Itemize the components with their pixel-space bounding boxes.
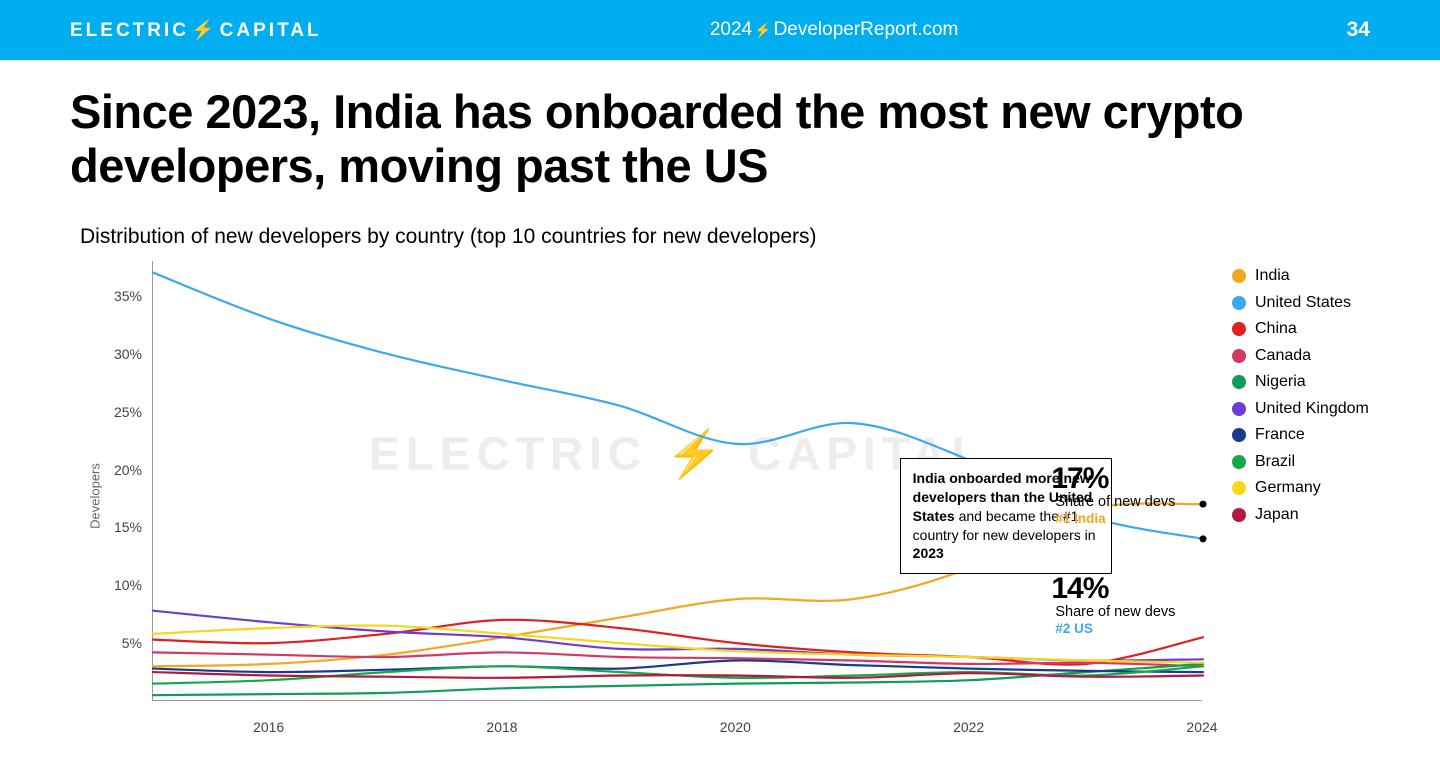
annotation-share-label: Share of new devs	[1055, 494, 1175, 511]
callout-year: 2023	[913, 545, 944, 561]
legend-item: Brazil	[1232, 453, 1369, 471]
x-tick: 2020	[720, 719, 751, 735]
legend-item: Germany	[1232, 479, 1369, 497]
legend: India United States China Canada Nigeria Unit…	[1232, 267, 1369, 532]
x-tick: 2016	[253, 719, 284, 735]
y-tick: 20%	[102, 462, 142, 478]
legend-item: United States	[1232, 294, 1369, 312]
y-tick: 5%	[102, 635, 142, 651]
legend-dot	[1232, 296, 1246, 310]
legend-label: Nigeria	[1255, 373, 1306, 391]
logo-text-right: CAPITAL	[220, 20, 322, 41]
legend-label: Brazil	[1255, 453, 1295, 471]
bolt-icon: ⚡	[754, 22, 771, 38]
y-tick: 25%	[102, 404, 142, 420]
legend-item: United Kingdom	[1232, 400, 1369, 418]
y-tick: 30%	[102, 346, 142, 362]
legend-item: China	[1232, 320, 1369, 338]
page-number: 34	[1347, 18, 1370, 42]
x-tick: 2024	[1186, 719, 1217, 735]
legend-item: France	[1232, 426, 1369, 444]
legend-label: Canada	[1255, 347, 1311, 365]
plot-area: ELECTRIC ⚡ CAPITAL India onboarded more …	[152, 261, 1202, 701]
page-title: Since 2023, India has onboarded the most…	[70, 85, 1370, 193]
annotation-share-label: Share of new devs	[1055, 604, 1175, 621]
series-line	[153, 672, 1203, 678]
y-tick: 10%	[102, 577, 142, 593]
annotation-rank-label: #2 US	[1055, 621, 1175, 637]
legend-label: India	[1255, 267, 1290, 285]
header-bar: ELECTRIC⚡CAPITAL 2024⚡DeveloperReport.co…	[0, 0, 1440, 60]
header-center: 2024⚡DeveloperReport.com	[710, 19, 959, 41]
header-year: 2024	[710, 19, 752, 40]
chart-area: Developers ELECTRIC ⚡ CAPITAL India onbo…	[70, 261, 1210, 731]
legend-label: United Kingdom	[1255, 400, 1369, 418]
legend-label: Germany	[1255, 479, 1321, 497]
legend-dot	[1232, 481, 1246, 495]
legend-label: Japan	[1255, 506, 1299, 524]
annotation-rank-label: #1 India	[1055, 511, 1175, 527]
legend-dot	[1232, 402, 1246, 416]
legend-dot	[1232, 322, 1246, 336]
x-tick: 2018	[486, 719, 517, 735]
content: Since 2023, India has onboarded the most…	[0, 60, 1440, 731]
chart-subtitle: Distribution of new developers by countr…	[80, 225, 1370, 249]
annotation-pct: 17%	[1051, 464, 1108, 494]
legend-label: China	[1255, 320, 1297, 338]
legend-label: France	[1255, 426, 1305, 444]
logo: ELECTRIC⚡CAPITAL	[70, 18, 322, 42]
y-tick: 35%	[102, 288, 142, 304]
legend-dot	[1232, 269, 1246, 283]
legend-label: United States	[1255, 294, 1351, 312]
bolt-icon: ⚡	[191, 18, 218, 42]
end-marker	[1200, 535, 1207, 542]
legend-item: Nigeria	[1232, 373, 1369, 391]
y-tick: 15%	[102, 519, 142, 535]
annotation-pct: 14%	[1051, 574, 1108, 604]
chart-wrap: Developers ELECTRIC ⚡ CAPITAL India onbo…	[70, 261, 1370, 731]
legend-dot	[1232, 455, 1246, 469]
header-site: DeveloperReport.com	[774, 19, 959, 40]
legend-dot	[1232, 349, 1246, 363]
y-axis-label: Developers	[87, 463, 102, 529]
legend-dot	[1232, 508, 1246, 522]
series-line	[153, 664, 1203, 695]
legend-item: Japan	[1232, 506, 1369, 524]
legend-dot	[1232, 428, 1246, 442]
legend-dot	[1232, 375, 1246, 389]
x-tick: 2022	[953, 719, 984, 735]
annotation: 17%Share of new devs#1 India	[1051, 464, 1202, 528]
legend-item: Canada	[1232, 347, 1369, 365]
legend-item: India	[1232, 267, 1369, 285]
annotation: 14%Share of new devs#2 US	[1051, 574, 1202, 638]
logo-text-left: ELECTRIC	[70, 20, 189, 41]
